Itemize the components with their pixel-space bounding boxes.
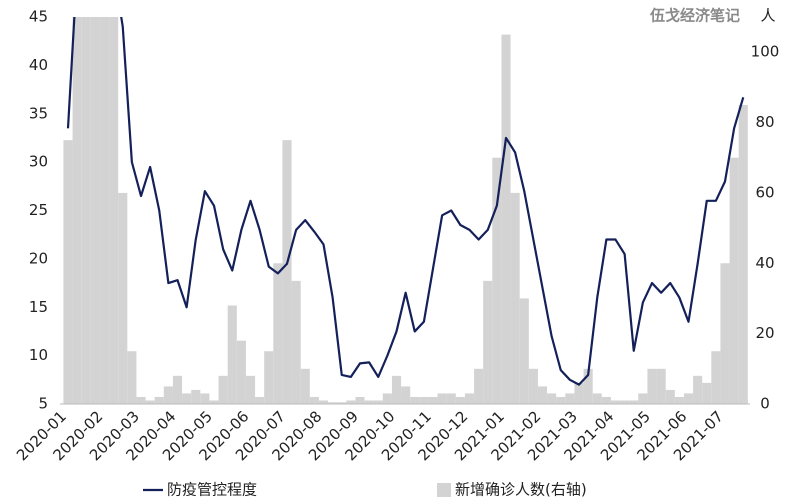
bar xyxy=(428,396,438,404)
bar xyxy=(227,305,237,404)
bar xyxy=(437,393,447,404)
legend-swatch xyxy=(437,483,451,497)
bar xyxy=(665,389,675,404)
bar xyxy=(410,396,420,404)
y2-tick-label: 80 xyxy=(755,113,774,131)
bar xyxy=(693,375,703,404)
bar xyxy=(337,402,347,404)
bar xyxy=(218,375,228,404)
bar xyxy=(318,400,329,404)
bar xyxy=(200,393,210,404)
y2-tick-label: 40 xyxy=(755,254,774,272)
bar xyxy=(720,263,730,404)
legend-label: 新增确诊人数(右轴) xyxy=(455,481,587,499)
bar xyxy=(355,396,365,404)
bar xyxy=(364,400,374,404)
bar xyxy=(81,17,91,404)
bar xyxy=(556,396,566,404)
bar xyxy=(191,389,201,404)
y-tick-label: 25 xyxy=(29,201,48,219)
bar xyxy=(373,400,383,404)
lines xyxy=(66,17,745,386)
bar xyxy=(510,192,520,404)
bar xyxy=(574,382,584,404)
bar xyxy=(610,400,621,404)
bar xyxy=(702,382,712,404)
bar xyxy=(328,402,338,404)
bar xyxy=(63,140,73,404)
bar xyxy=(683,393,694,404)
line xyxy=(66,17,745,386)
bar xyxy=(401,386,411,404)
bar xyxy=(118,192,128,404)
bar xyxy=(391,375,402,404)
bar xyxy=(729,157,739,404)
y-tick-label: 30 xyxy=(29,153,48,171)
bar xyxy=(99,17,110,404)
bar xyxy=(154,396,164,404)
bar xyxy=(547,393,557,404)
bar xyxy=(172,375,183,404)
y2-tick-label: 60 xyxy=(755,183,774,201)
bar xyxy=(255,396,265,404)
watermark: 伍戈经济笔记 xyxy=(649,7,740,25)
y-tick-label: 10 xyxy=(29,346,48,364)
bar xyxy=(464,393,475,404)
bar xyxy=(300,368,310,404)
bar xyxy=(209,400,219,404)
bar xyxy=(519,298,529,404)
y-tick-label: 15 xyxy=(29,298,48,316)
legend-label: 防疫管控程度 xyxy=(167,481,257,499)
y-tick-label: 35 xyxy=(29,104,48,122)
y2-tick-label: 0 xyxy=(760,395,770,413)
bar xyxy=(446,393,456,404)
bar xyxy=(711,351,721,404)
bar xyxy=(291,280,301,404)
bar xyxy=(629,400,639,404)
bar xyxy=(656,368,666,404)
bar xyxy=(245,375,256,404)
bar xyxy=(163,386,173,404)
bar xyxy=(674,396,684,404)
bar xyxy=(346,400,356,404)
bar xyxy=(382,393,392,404)
bar xyxy=(474,368,484,404)
bar xyxy=(127,351,137,404)
bar xyxy=(282,140,292,404)
bar xyxy=(145,400,155,404)
bar xyxy=(738,104,748,404)
bar xyxy=(182,393,192,404)
y-tick-label: 40 xyxy=(29,56,48,74)
bar xyxy=(565,393,575,404)
bar xyxy=(72,17,82,404)
y-tick-label: 45 xyxy=(29,8,48,26)
bar xyxy=(236,340,246,404)
bar xyxy=(136,396,146,404)
y2-unit: 人 xyxy=(760,7,775,25)
bar xyxy=(528,368,538,404)
bar xyxy=(601,396,611,404)
bar xyxy=(90,17,100,404)
bars xyxy=(63,17,748,404)
bar xyxy=(620,400,630,404)
bar xyxy=(592,393,602,404)
bar xyxy=(537,386,548,404)
y2-tick-label: 100 xyxy=(751,43,780,61)
bar xyxy=(309,396,319,404)
bar xyxy=(273,263,283,404)
y-tick-label: 5 xyxy=(38,395,48,413)
y-tick-label: 20 xyxy=(29,249,48,267)
bar xyxy=(455,396,465,404)
bar xyxy=(419,396,429,404)
bar xyxy=(638,393,648,404)
bar xyxy=(492,157,502,404)
bar xyxy=(264,351,274,404)
bar xyxy=(583,368,593,404)
y2-tick-label: 20 xyxy=(755,324,774,342)
bar xyxy=(647,368,657,404)
bar xyxy=(109,17,119,404)
bar xyxy=(483,280,493,404)
bar xyxy=(501,34,511,404)
